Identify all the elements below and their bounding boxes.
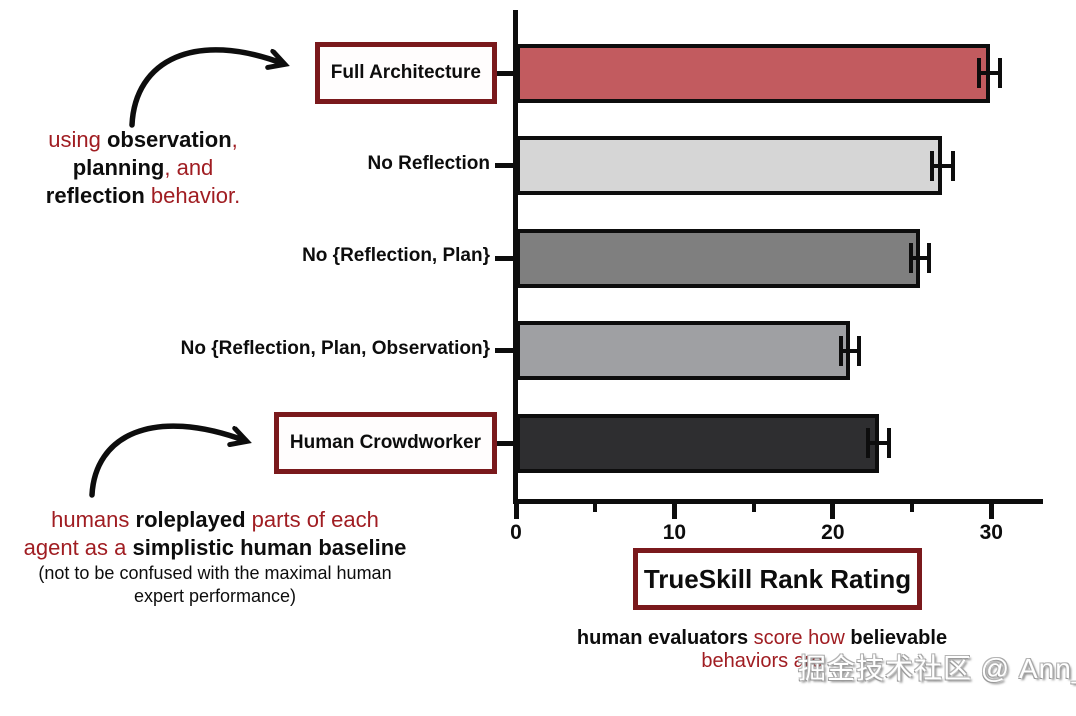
error-bar-cap-left (977, 58, 982, 88)
x-minor-tick (910, 504, 915, 512)
error-bar-line (839, 348, 862, 353)
error-bar-cap-left (908, 243, 913, 273)
annotation-line: agent as a simplistic human baseline (5, 534, 425, 562)
x-major-tick (988, 504, 994, 519)
annotation-line: reflection behavior. (23, 182, 263, 210)
annotation-segment: behavior. (144, 183, 241, 208)
x-axis-title: TrueSkill Rank Rating (643, 563, 912, 594)
error-bar-line (977, 71, 1003, 75)
bar (516, 321, 851, 380)
annotation-segment: simplistic human baseline (132, 535, 407, 560)
annotation-segment: human evaluators (576, 627, 754, 649)
error-bar (929, 150, 955, 181)
category-tick (495, 255, 513, 261)
annotation-line: (not to be confused with the maximal hum… (5, 562, 425, 585)
y-axis-line (513, 10, 518, 504)
category-label-box: Human Crowdworker (273, 412, 497, 474)
watermark: 掘金技术社区 @ Ann_ (798, 653, 1076, 684)
error-bar-cap-right (887, 428, 892, 458)
annotation-architecture-components: using observation, planning, and reflectio… (23, 126, 263, 210)
annotation-line: humans roleplayed parts of each (5, 506, 425, 534)
x-major-tick (671, 504, 677, 519)
x-axis-title-box: TrueSkill Rank Rating (633, 548, 922, 610)
error-bar (908, 243, 932, 273)
annotation-line: using observation, (23, 126, 263, 154)
annotation-segment: agent as a (23, 535, 133, 560)
error-bar (977, 58, 1003, 88)
x-minor-tick (751, 504, 756, 512)
x-minor-tick (593, 504, 598, 512)
error-bar-cap-left (929, 150, 934, 181)
x-tick-label: 0 (510, 521, 522, 544)
error-bar-line (929, 163, 955, 168)
annotation-line: planning, and (23, 154, 263, 182)
annotation-segment: expert performance) (133, 586, 297, 606)
error-bar (839, 335, 862, 366)
error-bar-cap-right (927, 243, 932, 273)
error-bar (866, 428, 892, 458)
error-bar-cap-left (839, 335, 844, 366)
bar (516, 413, 879, 473)
x-tick-label: 10 (662, 521, 687, 544)
category-tick (495, 163, 513, 168)
annotation-segment: score how (753, 627, 851, 649)
bar (516, 228, 920, 288)
annotation-segment: using (48, 127, 107, 152)
category-tick (495, 440, 513, 446)
x-axis-line (513, 499, 1043, 504)
category-tick (495, 70, 513, 76)
annotation-segment: , and (164, 155, 214, 180)
category-tick (495, 348, 513, 353)
annotation-human-baseline: humans roleplayed parts of each agent as … (5, 506, 425, 608)
annotation-segment: humans (51, 507, 136, 532)
category-label: No {Reflection, Plan, Observation} (180, 337, 490, 359)
category-label: No Reflection (367, 152, 490, 174)
error-bar-line (866, 441, 892, 445)
annotation-segment: planning (72, 155, 165, 180)
annotation-segment: , (231, 127, 238, 152)
error-bar-cap-left (866, 428, 871, 458)
annotation-line: human evaluators score how believable (460, 627, 1064, 650)
annotation-segment: believable (850, 627, 948, 649)
annotation-segment: reflection (45, 183, 145, 208)
x-major-tick (513, 504, 519, 519)
error-bar-cap-right (998, 58, 1003, 88)
bar (516, 136, 943, 195)
category-label: No {Reflection, Plan} (302, 245, 490, 266)
bar (516, 43, 990, 103)
category-label-box: Full Architecture (314, 42, 497, 104)
annotation-segment: observation (106, 127, 232, 152)
error-bar-cap-right (857, 335, 862, 366)
annotation-segment: parts of each (245, 507, 379, 532)
annotation-line: expert performance) (5, 585, 425, 608)
annotation-segment: roleplayed (135, 507, 246, 532)
x-tick-label: 20 (821, 521, 845, 544)
annotation-line: behaviors are (460, 650, 1064, 673)
x-major-tick (830, 504, 836, 519)
error-bar-cap-right (950, 150, 955, 181)
annotation-segment: (not to be confused with the maximal hum… (38, 563, 392, 583)
figure-caption: human evaluators score how believable beh… (460, 627, 1064, 673)
error-bar-line (908, 256, 932, 260)
annotation-segment: behaviors are (701, 650, 823, 672)
x-tick-label: 30 (979, 521, 1003, 544)
